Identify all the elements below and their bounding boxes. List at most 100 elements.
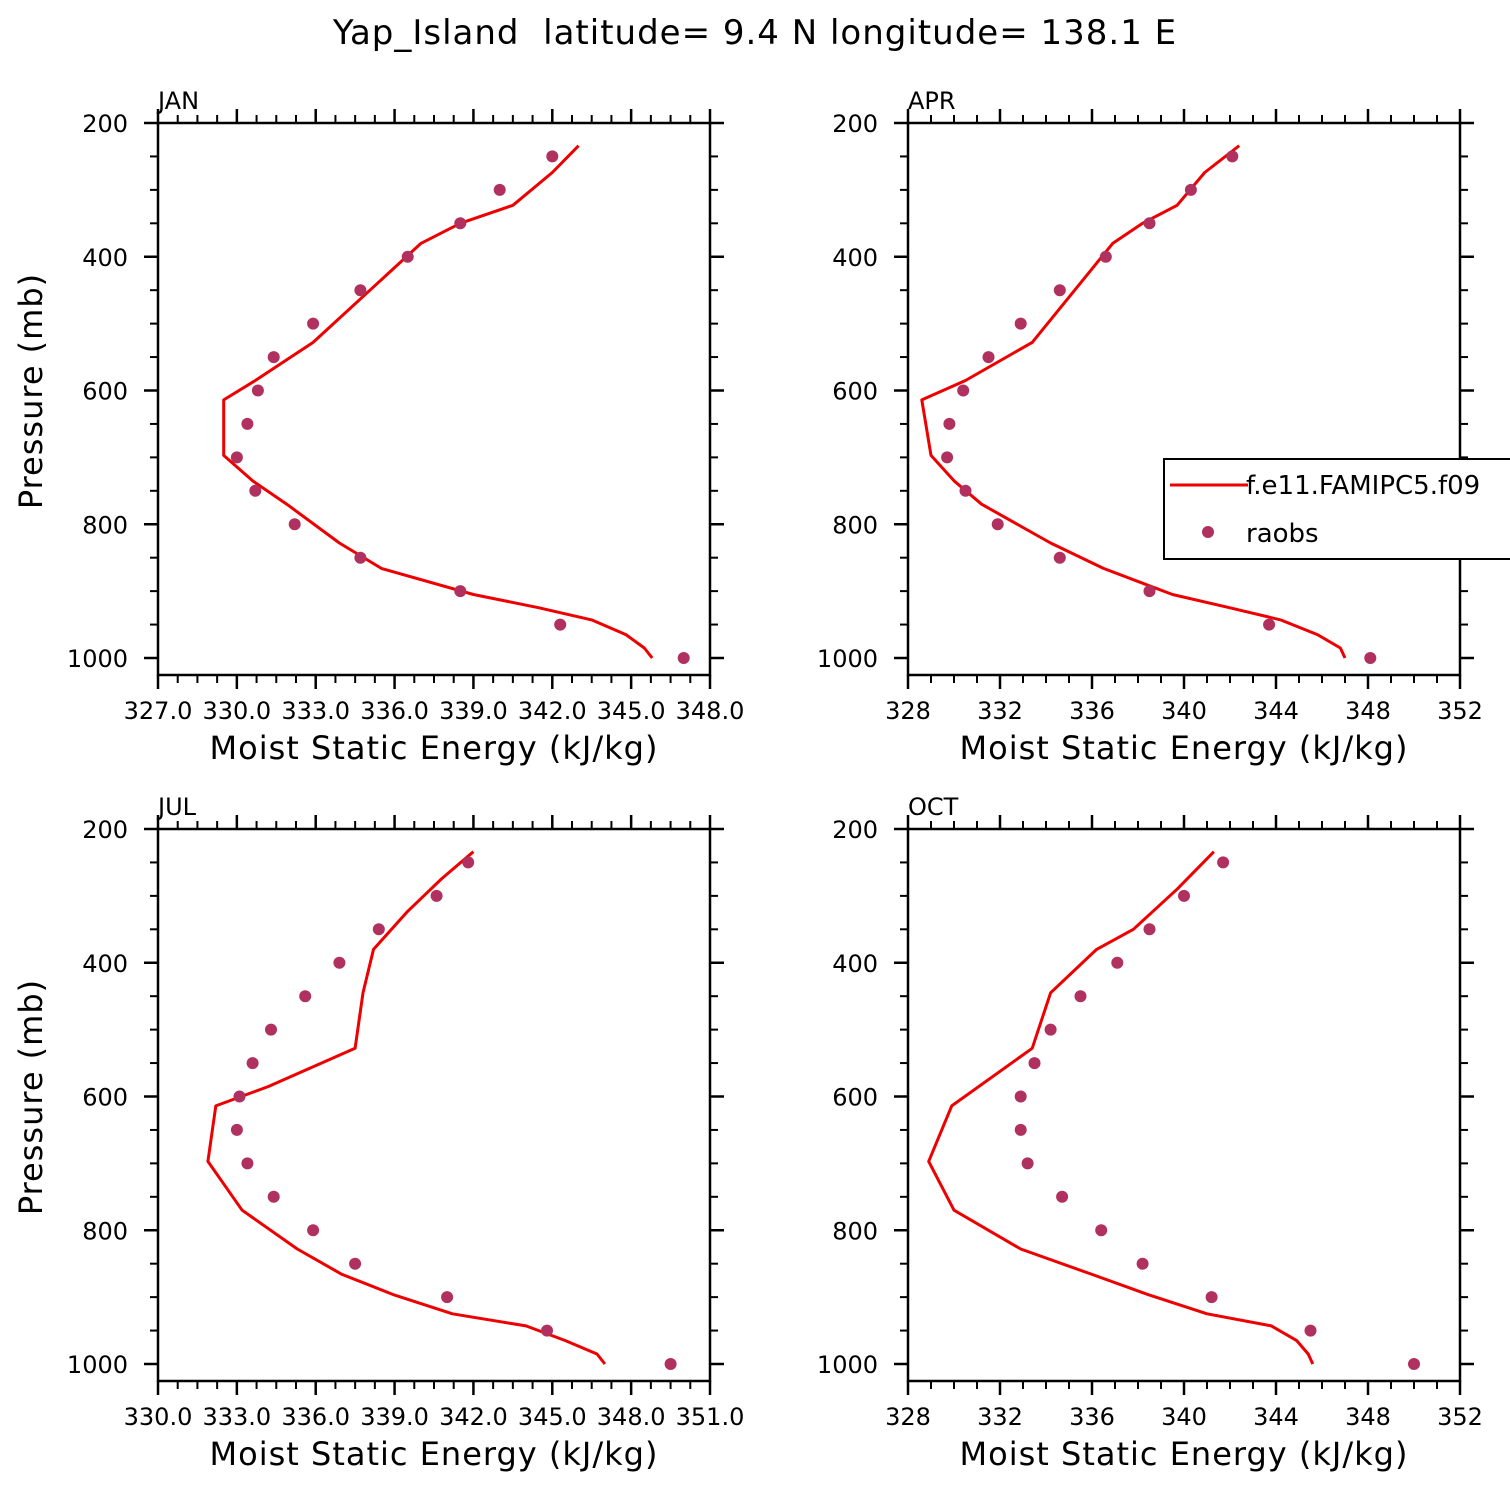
x-tick-label: 333.0 — [202, 1403, 271, 1431]
y-tick-label: 1000 — [817, 645, 878, 673]
raobs-point — [941, 451, 954, 464]
raobs-point — [493, 183, 506, 196]
x-tick-label: 336.0 — [360, 697, 429, 725]
panel-oct: OCT 328 332 336 340 344 348 352 200 400 600 800 1000… — [817, 793, 1483, 1473]
x-tick-label: 352 — [1437, 1403, 1483, 1431]
raobs-point — [1178, 889, 1190, 902]
raobs-point — [541, 1324, 553, 1337]
x-tick-label: 328 — [885, 1403, 931, 1431]
y-tick-label: 1000 — [817, 1351, 878, 1379]
raobs-point — [265, 1023, 277, 1036]
x-tick-label: 336 — [1069, 697, 1115, 725]
raobs-point — [1263, 618, 1276, 631]
plot-frame — [156, 121, 712, 677]
raobs-point — [1014, 317, 1027, 330]
raobs-point — [1044, 1023, 1057, 1036]
x-axis-label: Moist Static Energy (kJ/kg) — [210, 729, 659, 767]
raobs-point — [1028, 1057, 1041, 1070]
raobs-point — [943, 417, 956, 430]
raobs-point — [957, 384, 970, 397]
y-tick-label: 600 — [82, 378, 128, 406]
raobs-point — [959, 484, 972, 497]
figure-title: Yap_Island latitude= 9.4 N longitude= 13… — [332, 13, 1177, 53]
raobs-point — [1136, 1257, 1149, 1270]
raobs-point — [546, 150, 559, 163]
raobs-point — [1143, 585, 1156, 598]
y-tick-label: 200 — [832, 816, 878, 844]
raobs-point — [299, 990, 312, 1003]
x-tick-label: 348.0 — [676, 697, 745, 725]
x-tick-label: 328 — [885, 697, 931, 725]
y-tick-label: 1000 — [67, 645, 128, 673]
raobs-point — [288, 518, 301, 531]
y-tick-label: 400 — [832, 244, 878, 272]
y-tick-label: 600 — [832, 1084, 878, 1112]
x-tick-label: 340 — [1161, 1403, 1207, 1431]
raobs-point — [1304, 1324, 1317, 1337]
raobs-point — [991, 518, 1004, 531]
x-tick-label: 339.0 — [439, 697, 508, 725]
y-tick-label: 400 — [82, 950, 128, 978]
raobs-point — [454, 217, 467, 230]
legend-entry-raobs: raobs — [1246, 519, 1319, 549]
raobs-point — [241, 1157, 254, 1170]
y-tick-label: 600 — [82, 1084, 128, 1112]
x-tick-label: 345.0 — [518, 1403, 587, 1431]
raobs-point — [401, 250, 414, 263]
y-tick-label: 200 — [82, 816, 128, 844]
x-tick-label: 348 — [1345, 1403, 1391, 1431]
x-tick-label: 330.0 — [202, 697, 271, 725]
legend-dot-swatch — [1202, 526, 1214, 538]
x-tick-label: 344 — [1253, 1403, 1299, 1431]
y-axis-label: Pressure (mb) — [12, 273, 50, 509]
raobs-point — [462, 856, 475, 869]
x-tick-label: 345.0 — [597, 697, 666, 725]
plot-frame — [906, 827, 1462, 1383]
legend-entry-model: f.e11.FAMIPC5.f09 — [1246, 471, 1480, 501]
plot-frame — [906, 121, 1462, 677]
x-tick-label: 327.0 — [124, 697, 193, 725]
raobs-point — [1074, 990, 1087, 1003]
x-tick-label: 339.0 — [360, 1403, 429, 1431]
raobs-point — [554, 618, 567, 631]
x-tick-label: 336 — [1069, 1403, 1115, 1431]
x-axis-label: Moist Static Energy (kJ/kg) — [210, 1435, 659, 1473]
raobs-point — [1053, 551, 1066, 564]
x-tick-label: 336.0 — [281, 1403, 350, 1431]
raobs-point — [354, 551, 367, 564]
raobs-point — [664, 1358, 677, 1370]
y-tick-label: 1000 — [67, 1351, 128, 1379]
raobs-point — [249, 484, 262, 497]
series-line-model — [206, 850, 607, 1365]
series-line-model — [222, 144, 654, 659]
y-tick-label: 800 — [832, 1217, 878, 1245]
raobs-point — [251, 384, 264, 397]
raobs-point — [230, 1123, 243, 1136]
y-axis-label: Pressure (mb) — [12, 979, 50, 1215]
raobs-point — [1408, 1358, 1420, 1370]
y-tick-label: 400 — [82, 244, 128, 272]
raobs-point — [1111, 956, 1124, 969]
panel-label: JUL — [156, 793, 197, 821]
raobs-point — [1205, 1291, 1218, 1304]
x-tick-label: 342.0 — [518, 697, 587, 725]
x-tick-label: 332 — [977, 1403, 1023, 1431]
x-tick-label: 351.0 — [676, 1403, 745, 1431]
panel-label: JAN — [156, 87, 199, 115]
y-tick-label: 800 — [82, 1217, 128, 1245]
x-tick-label: 332 — [977, 697, 1023, 725]
x-tick-label: 348.0 — [597, 1403, 666, 1431]
raobs-point — [1014, 1123, 1027, 1136]
raobs-point — [1226, 150, 1239, 163]
raobs-point — [1014, 1090, 1027, 1103]
raobs-point — [1053, 284, 1066, 297]
raobs-point — [1095, 1224, 1108, 1237]
y-tick-label: 400 — [832, 950, 878, 978]
series-line-model — [920, 144, 1347, 659]
raobs-point — [430, 889, 443, 902]
y-tick-label: 800 — [82, 511, 128, 539]
raobs-point — [1056, 1190, 1069, 1203]
raobs-point — [982, 351, 995, 364]
raobs-point — [307, 1224, 320, 1237]
